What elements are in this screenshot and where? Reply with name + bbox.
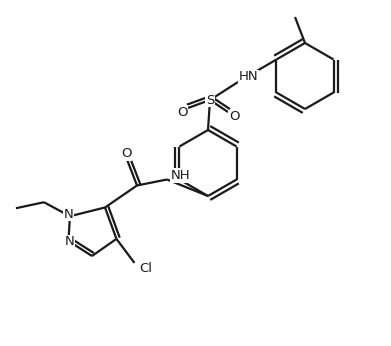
Text: O: O [229, 110, 239, 124]
Text: HN: HN [239, 71, 258, 83]
Text: NH: NH [171, 169, 191, 182]
Text: S: S [206, 93, 214, 107]
Text: O: O [177, 106, 187, 118]
Text: N: N [64, 208, 74, 221]
Text: O: O [121, 147, 131, 160]
Text: N: N [65, 236, 74, 248]
Text: Cl: Cl [140, 262, 152, 275]
